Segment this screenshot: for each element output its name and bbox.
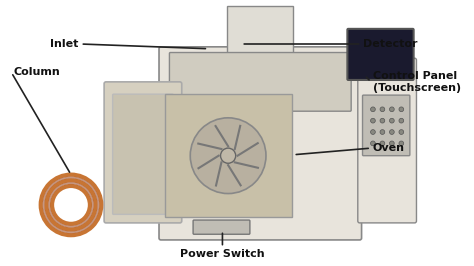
- Circle shape: [371, 130, 375, 134]
- Circle shape: [390, 107, 394, 112]
- Circle shape: [380, 130, 385, 134]
- Circle shape: [390, 130, 394, 134]
- Circle shape: [399, 107, 404, 112]
- Circle shape: [390, 141, 394, 146]
- Circle shape: [399, 118, 404, 123]
- Text: Power Switch: Power Switch: [180, 250, 265, 259]
- FancyBboxPatch shape: [159, 47, 362, 240]
- Circle shape: [380, 141, 385, 146]
- Circle shape: [371, 141, 375, 146]
- Circle shape: [380, 118, 385, 123]
- FancyBboxPatch shape: [169, 52, 351, 111]
- Text: Control Panel
(Touchscreen): Control Panel (Touchscreen): [373, 71, 461, 93]
- Circle shape: [190, 118, 266, 194]
- Circle shape: [380, 107, 385, 112]
- FancyBboxPatch shape: [358, 58, 417, 223]
- Text: Column: Column: [13, 67, 60, 77]
- Circle shape: [399, 130, 404, 134]
- Text: Inlet: Inlet: [50, 39, 79, 49]
- Circle shape: [390, 118, 394, 123]
- Circle shape: [371, 118, 375, 123]
- Text: Oven: Oven: [373, 143, 405, 153]
- Text: Detector: Detector: [364, 39, 418, 49]
- Bar: [227, 6, 293, 58]
- FancyBboxPatch shape: [104, 82, 182, 223]
- FancyBboxPatch shape: [113, 94, 173, 214]
- Circle shape: [220, 148, 236, 163]
- Circle shape: [371, 107, 375, 112]
- FancyBboxPatch shape: [347, 29, 414, 80]
- Bar: [164, 94, 292, 217]
- FancyBboxPatch shape: [363, 95, 410, 156]
- Circle shape: [399, 141, 404, 146]
- FancyBboxPatch shape: [193, 220, 250, 234]
